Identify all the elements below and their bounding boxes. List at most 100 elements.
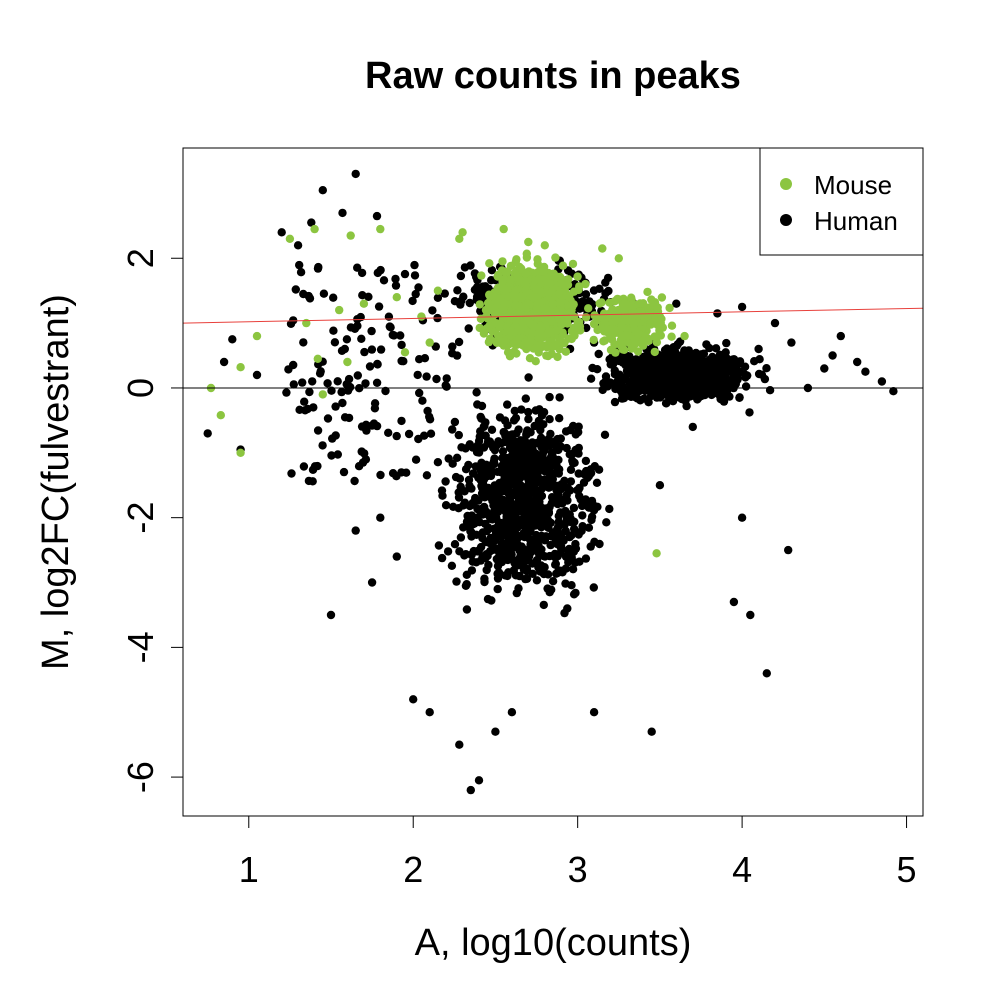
point-human	[379, 276, 389, 285]
point-human	[584, 523, 594, 532]
point-human	[511, 413, 521, 423]
point-human	[337, 346, 347, 355]
point-human	[367, 326, 376, 336]
point-human	[740, 362, 750, 371]
point-human	[569, 590, 579, 599]
point-human	[532, 555, 542, 565]
point-human	[482, 460, 491, 469]
point-human	[351, 169, 360, 179]
point-human	[519, 565, 529, 574]
point-human	[357, 268, 367, 278]
point-human	[470, 269, 480, 278]
points-layer	[203, 169, 898, 795]
point-human	[450, 540, 460, 549]
point-human	[520, 512, 529, 521]
point-human	[510, 406, 519, 416]
point-human	[478, 534, 487, 543]
point-human	[522, 430, 531, 440]
x-tick-label: 3	[568, 849, 588, 890]
point-mouse	[539, 304, 549, 314]
point-human	[396, 331, 405, 340]
point-human	[625, 389, 634, 398]
point-human	[330, 338, 340, 347]
point-human	[449, 502, 458, 511]
point-human	[784, 545, 793, 555]
point-human	[589, 583, 598, 592]
point-human	[523, 462, 532, 471]
point-human	[456, 533, 466, 542]
point-human	[462, 580, 471, 589]
point-human	[560, 608, 569, 618]
point-mouse	[643, 287, 652, 297]
point-human	[532, 545, 542, 554]
point-human	[476, 427, 485, 436]
point-human	[632, 379, 641, 388]
point-human	[353, 371, 362, 380]
legend-marker-human	[780, 214, 792, 226]
point-human	[443, 547, 453, 556]
point-human	[462, 570, 471, 579]
point-human	[452, 577, 461, 586]
point-mouse	[522, 253, 532, 262]
point-human	[422, 471, 432, 480]
point-mouse	[558, 261, 568, 270]
point-mouse	[285, 234, 295, 243]
point-human	[617, 394, 627, 403]
point-human	[603, 273, 613, 283]
point-human	[351, 526, 360, 535]
point-mouse	[647, 295, 656, 304]
point-human	[606, 360, 615, 369]
point-human	[554, 455, 563, 465]
point-human	[548, 469, 558, 479]
point-human	[574, 443, 583, 453]
point-human	[505, 496, 515, 505]
point-human	[474, 436, 484, 446]
point-human	[454, 430, 463, 440]
point-mouse	[475, 300, 484, 309]
point-human	[655, 380, 664, 389]
point-mouse	[613, 308, 622, 318]
y-tick-label: 2	[120, 248, 161, 268]
point-human	[692, 352, 701, 361]
point-mouse	[551, 307, 560, 316]
point-human	[762, 669, 771, 678]
point-human	[544, 523, 553, 532]
point-human	[524, 491, 534, 500]
point-human	[680, 357, 689, 366]
point-mouse	[546, 279, 555, 288]
point-mouse	[475, 323, 484, 333]
point-human	[461, 550, 471, 559]
point-human	[414, 434, 423, 444]
point-mouse	[531, 357, 540, 366]
point-human	[326, 610, 336, 620]
point-human	[522, 505, 532, 514]
point-human	[544, 434, 553, 444]
point-human	[712, 382, 721, 391]
point-human	[381, 386, 390, 396]
point-human	[474, 776, 484, 785]
point-human	[828, 351, 837, 360]
point-human	[464, 324, 473, 333]
point-human	[455, 740, 464, 749]
point-human	[741, 382, 751, 391]
point-mouse	[534, 274, 544, 284]
point-human	[745, 408, 754, 417]
point-mouse	[521, 269, 530, 278]
point-human	[684, 370, 694, 379]
point-human	[467, 512, 476, 522]
point-human	[350, 476, 359, 486]
point-human	[414, 283, 423, 292]
point-human	[574, 469, 583, 478]
point-human	[512, 523, 521, 532]
point-human	[644, 398, 653, 407]
series-human	[203, 169, 898, 795]
point-human	[574, 427, 583, 437]
point-human	[487, 276, 496, 285]
point-mouse	[573, 272, 582, 281]
point-human	[517, 405, 526, 414]
point-human	[451, 472, 461, 482]
point-human	[472, 292, 482, 301]
point-human	[540, 466, 550, 476]
point-mouse	[643, 311, 652, 320]
point-human	[374, 302, 384, 311]
